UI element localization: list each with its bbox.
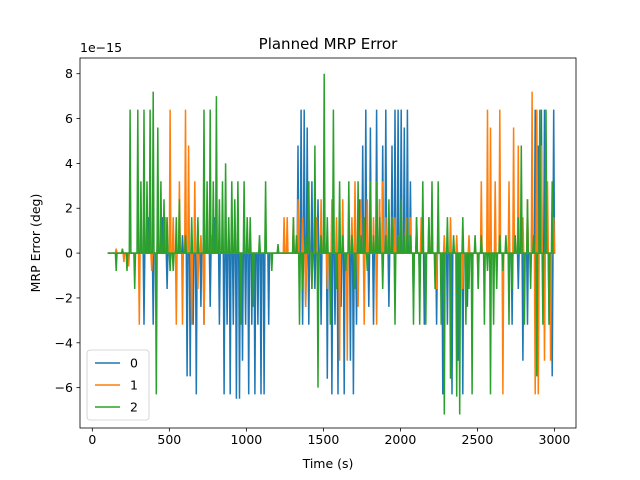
x-tick-label: 1500 (307, 432, 339, 447)
x-tick-label: 500 (157, 432, 181, 447)
y-tick-label: 6 (65, 111, 73, 126)
legend-label-2: 2 (130, 400, 138, 415)
legend: 0 1 2 (86, 349, 150, 421)
series-line-0 (107, 109, 556, 399)
x-tick-label: 2500 (462, 432, 494, 447)
y-tick-label: 8 (65, 66, 73, 81)
y-tick-label: −2 (55, 290, 73, 305)
chart-title: Planned MRP Error (259, 35, 399, 53)
legend-label-1: 1 (130, 378, 138, 393)
y-axis-ticks: −6 −4 −2 0 2 4 6 8 (55, 66, 80, 395)
y-axis-offset-text: 1e−15 (80, 40, 122, 55)
y-tick-label: −6 (55, 380, 73, 395)
x-tick-label: 2000 (384, 432, 416, 447)
x-tick-label: 1000 (230, 432, 262, 447)
series-layer (107, 73, 556, 415)
series-line-2 (107, 73, 555, 415)
legend-label-0: 0 (130, 356, 138, 371)
y-tick-label: 0 (65, 246, 73, 261)
y-tick-label: 4 (65, 156, 73, 171)
axes-frame (79, 57, 577, 429)
y-tick-label: 2 (65, 201, 73, 216)
x-tick-label: 3000 (539, 432, 571, 447)
x-tick-label: 0 (88, 432, 96, 447)
x-axis-ticks: 0 500 1000 1500 2000 2500 3000 (88, 428, 570, 447)
y-tick-label: −4 (55, 335, 73, 350)
y-axis-label: MRP Error (deg) (28, 194, 43, 293)
x-axis-label: Time (s) (302, 456, 354, 471)
